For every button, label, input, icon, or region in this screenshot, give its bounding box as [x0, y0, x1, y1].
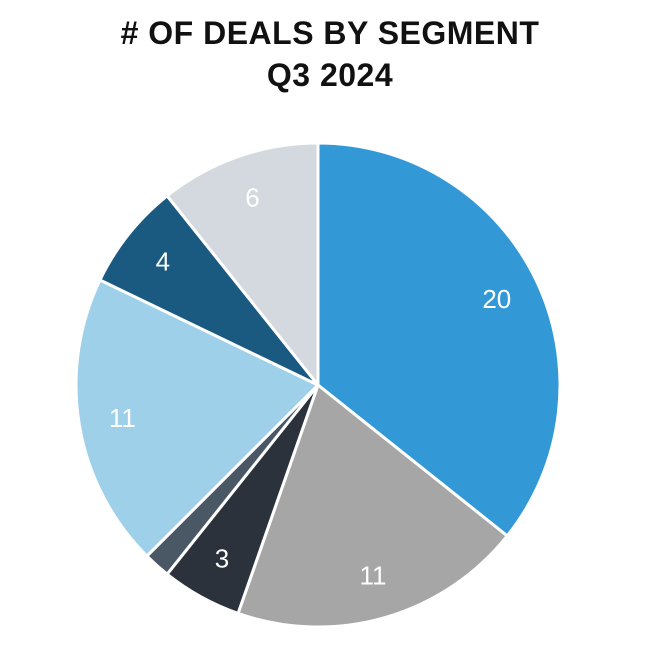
- slice-label-6: 4: [156, 246, 170, 276]
- pie-slice-6: [98, 194, 320, 387]
- chart-title: # OF DEALS BY SEGMENT: [120, 15, 540, 51]
- slice-label-2: 11: [359, 561, 386, 591]
- pie-slice-2: [236, 383, 509, 629]
- slice-label-5: 11: [109, 403, 136, 433]
- slice-label-3: 3: [215, 544, 229, 574]
- chart-title-block: # OF DEALS BY SEGMENT Q3 2024: [0, 12, 660, 96]
- slice-label-7: 6: [245, 183, 259, 213]
- pie-slice-1: [316, 141, 562, 538]
- pie-slice-7: [165, 141, 320, 387]
- chart-subtitle: Q3 2024: [266, 57, 394, 93]
- slice-label-1: 20: [482, 284, 511, 314]
- pie-slice-5: [74, 278, 320, 558]
